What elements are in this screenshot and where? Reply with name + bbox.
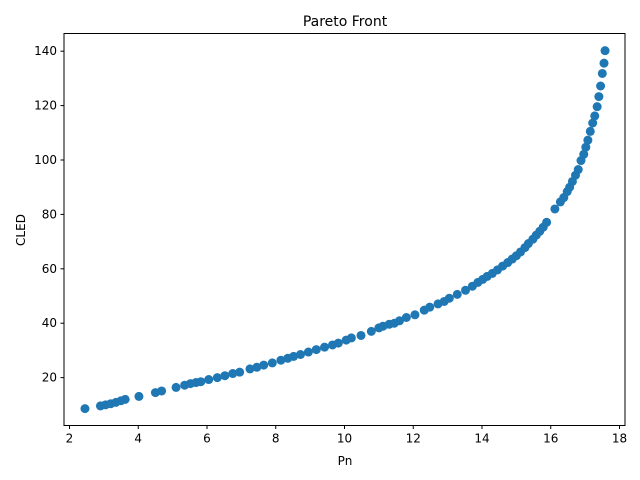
data-point-45 bbox=[425, 302, 435, 312]
data-point-19 bbox=[235, 367, 245, 377]
data-point-86 bbox=[596, 81, 606, 91]
y-tick-label: 100 bbox=[34, 153, 57, 167]
data-point-41 bbox=[395, 316, 404, 326]
data-point-14 bbox=[196, 377, 206, 387]
y-axis-label: CLED bbox=[14, 214, 28, 246]
data-point-88 bbox=[599, 58, 609, 68]
data-point-79 bbox=[581, 142, 591, 152]
data-point-81 bbox=[585, 126, 595, 136]
data-point-20 bbox=[245, 364, 255, 374]
data-point-23 bbox=[267, 358, 277, 368]
data-point-35 bbox=[356, 330, 366, 340]
data-point-24 bbox=[276, 355, 286, 365]
x-tick-label: 4 bbox=[134, 432, 142, 446]
data-point-68 bbox=[542, 217, 552, 227]
data-point-49 bbox=[452, 289, 462, 299]
data-point-6 bbox=[120, 394, 130, 404]
x-tick-label: 14 bbox=[474, 432, 489, 446]
data-point-89 bbox=[600, 46, 610, 56]
data-point-15 bbox=[204, 375, 214, 385]
y-tick-label: 140 bbox=[34, 44, 57, 58]
data-point-10 bbox=[171, 382, 181, 392]
data-point-27 bbox=[296, 350, 305, 359]
data-point-22 bbox=[259, 360, 269, 370]
x-tick-label: 18 bbox=[612, 432, 627, 446]
x-tick-label: 2 bbox=[66, 432, 74, 446]
x-axis-label: Pn bbox=[338, 454, 353, 468]
data-point-17 bbox=[220, 371, 230, 381]
data-point-82 bbox=[588, 118, 598, 128]
data-point-18 bbox=[228, 369, 238, 379]
data-point-34 bbox=[346, 333, 356, 343]
data-point-87 bbox=[597, 68, 607, 78]
data-point-85 bbox=[594, 92, 604, 102]
data-point-26 bbox=[289, 351, 299, 361]
data-point-30 bbox=[320, 342, 330, 352]
data-point-16 bbox=[212, 373, 222, 383]
data-point-0 bbox=[80, 404, 90, 414]
data-point-9 bbox=[157, 386, 167, 396]
data-point-76 bbox=[573, 165, 583, 175]
data-point-7 bbox=[134, 391, 144, 401]
data-point-50 bbox=[461, 285, 470, 295]
x-tick-label: 6 bbox=[203, 432, 211, 446]
chart-title: Pareto Front bbox=[303, 14, 388, 30]
x-tick-label: 12 bbox=[406, 432, 421, 446]
data-point-69 bbox=[550, 204, 560, 214]
y-tick-label: 120 bbox=[34, 99, 57, 113]
data-point-80 bbox=[583, 135, 593, 145]
y-tick-label: 40 bbox=[42, 316, 57, 330]
x-tick-label: 16 bbox=[543, 432, 558, 446]
data-point-42 bbox=[401, 313, 411, 322]
data-point-83 bbox=[590, 111, 600, 121]
data-point-43 bbox=[410, 310, 420, 320]
scatter-points bbox=[80, 46, 610, 414]
data-point-78 bbox=[579, 149, 589, 159]
data-point-21 bbox=[252, 362, 262, 372]
data-point-29 bbox=[311, 345, 321, 355]
data-point-48 bbox=[444, 293, 454, 303]
y-tick-label: 60 bbox=[42, 262, 57, 276]
x-tick-label: 10 bbox=[337, 432, 352, 446]
data-point-36 bbox=[366, 326, 376, 336]
y-tick-label: 80 bbox=[42, 207, 57, 221]
data-point-32 bbox=[333, 338, 343, 348]
y-axis-ticks: 20 40 60 80 100 120 140 bbox=[34, 44, 64, 385]
x-axis-ticks: 2 4 6 8 10 12 14 16 18 bbox=[66, 425, 627, 446]
data-point-28 bbox=[303, 347, 313, 357]
y-tick-label: 20 bbox=[42, 371, 57, 385]
data-point-84 bbox=[592, 102, 602, 112]
x-tick-label: 8 bbox=[272, 432, 280, 446]
